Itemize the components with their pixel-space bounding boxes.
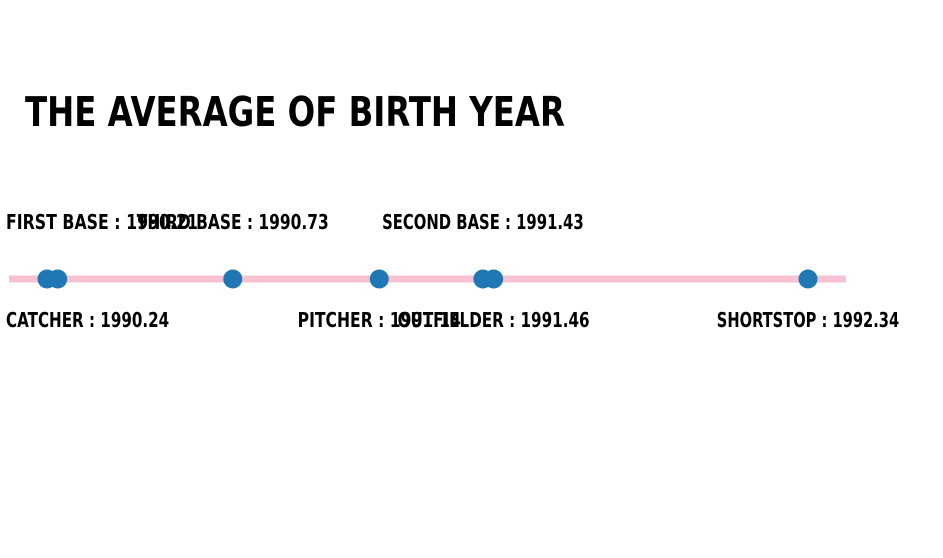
points-layer <box>37 269 818 289</box>
data-label: PITCHER : 1991.14 <box>298 308 461 332</box>
data-point <box>369 269 389 289</box>
data-point <box>484 269 504 289</box>
data-point <box>223 269 243 289</box>
data-point <box>48 269 68 289</box>
data-point <box>798 269 818 289</box>
labels-layer: FIRST BASE : 1990.21 CATCHER : 1990.24 THI… <box>6 210 899 332</box>
data-label: OUTFIELDER : 1991.46 <box>398 308 590 332</box>
data-label: SECOND BASE : 1991.43 <box>382 210 584 234</box>
data-label: CATCHER : 1990.24 <box>6 308 169 332</box>
data-label: THIRD BASE : 1990.73 <box>137 210 329 234</box>
chart-title: THE AVERAGE OF BIRTH YEAR <box>25 88 565 136</box>
data-label: SHORTSTOP : 1992.34 <box>717 308 899 332</box>
data-label: FIRST BASE : 1990.21 <box>6 210 198 234</box>
